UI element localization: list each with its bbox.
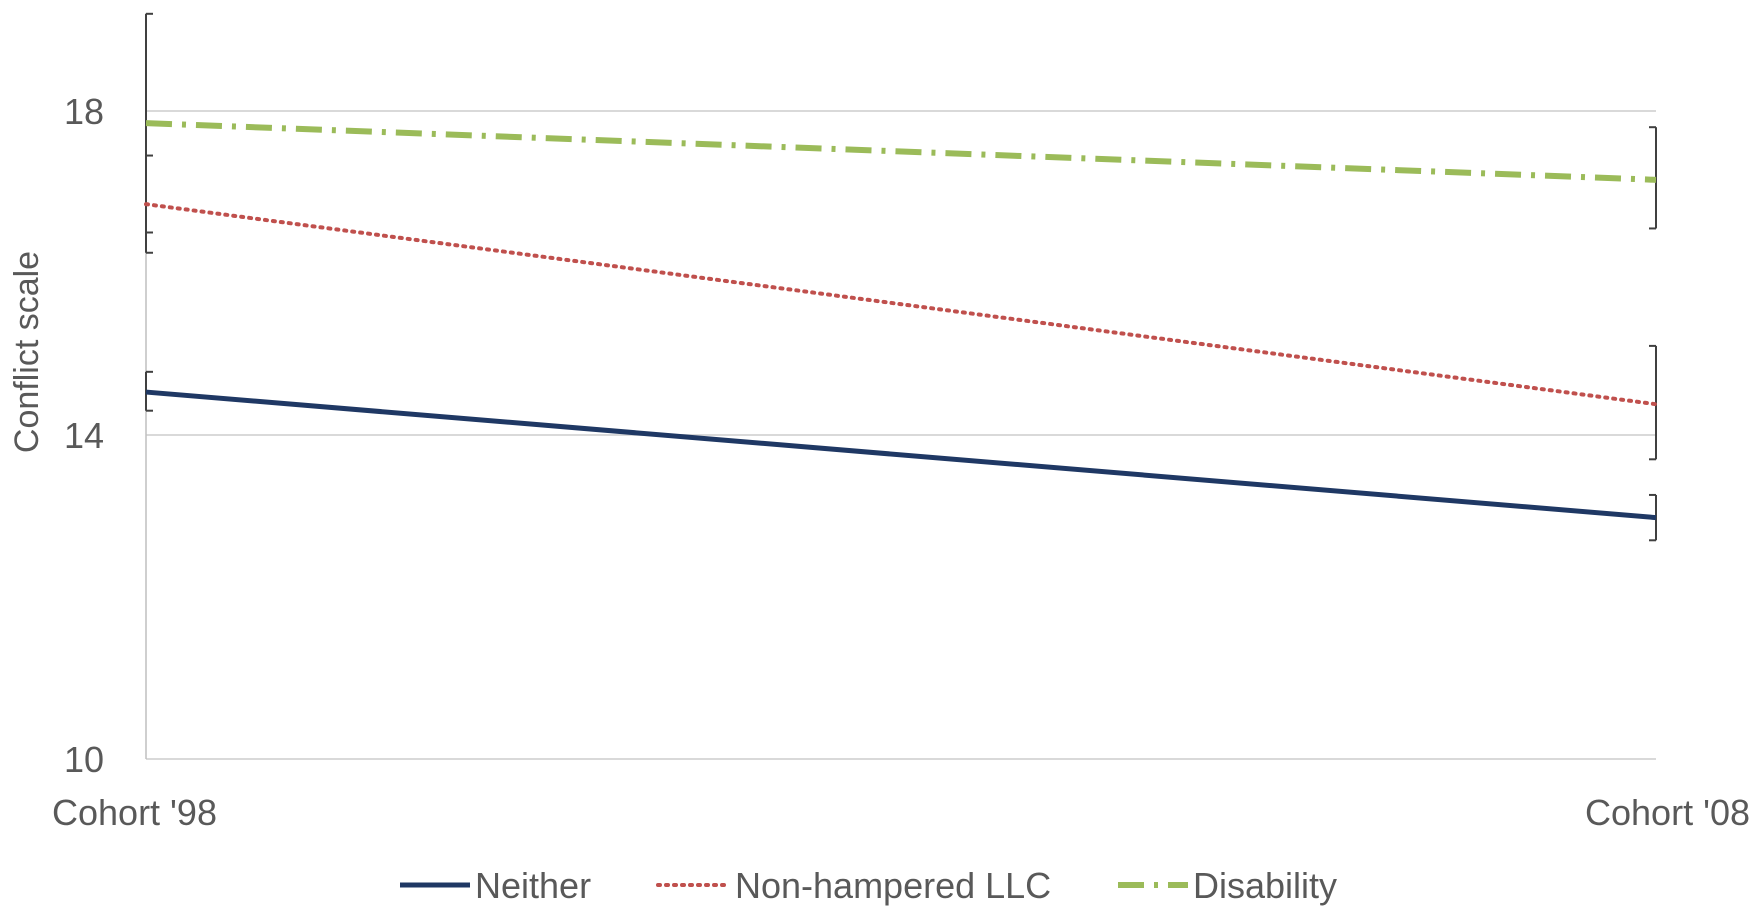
legend-item: Neither xyxy=(400,865,591,906)
y-axis-label: Conflict scale xyxy=(8,251,46,453)
y-tick-label: 10 xyxy=(64,739,104,780)
x-tick-label: Cohort '08 xyxy=(1585,792,1750,833)
series-line-neither xyxy=(145,389,1657,521)
y-axis-ticks: 10 14 18 xyxy=(64,91,104,780)
x-axis-ticks: Cohort '98 Cohort '08 xyxy=(52,792,1750,833)
legend-label: Non-hampered LLC xyxy=(735,865,1051,906)
legend-label: Disability xyxy=(1193,865,1337,906)
error-bar xyxy=(145,370,153,412)
series-line-non-hampered-llc xyxy=(144,202,1658,407)
legend-item: Disability xyxy=(1118,865,1337,906)
series-lines xyxy=(144,120,1658,521)
legend: Neither Non-hampered LLC Disability xyxy=(400,865,1337,906)
gridlines xyxy=(145,13,1656,760)
y-tick-label: 14 xyxy=(64,415,104,456)
legend-label: Neither xyxy=(475,865,591,906)
legend-item: Non-hampered LLC xyxy=(656,865,1051,906)
series-line-disability xyxy=(145,120,1657,183)
x-tick-label: Cohort '98 xyxy=(52,792,217,833)
y-tick-label: 18 xyxy=(64,91,104,132)
error-bars xyxy=(145,12,1657,542)
